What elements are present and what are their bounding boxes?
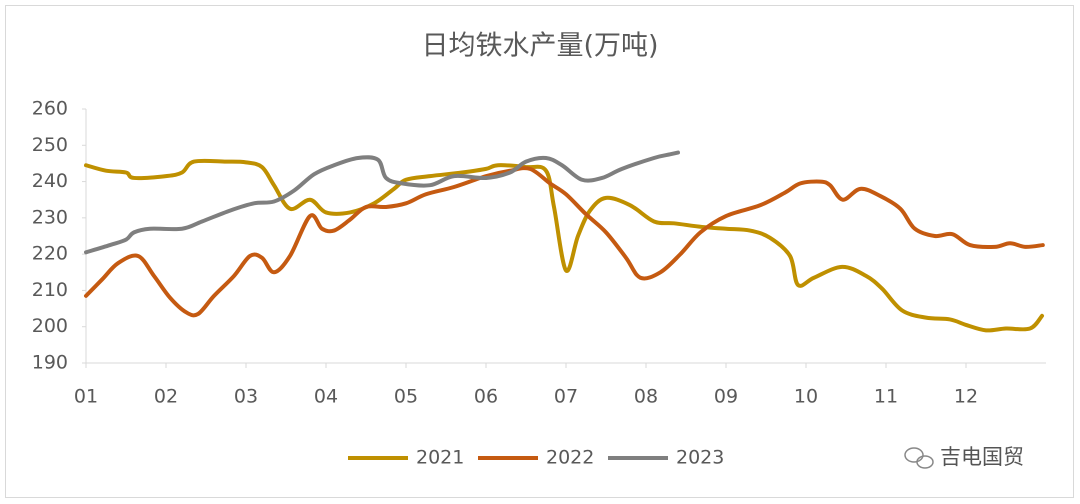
x-tick-label: 02 [154, 386, 178, 408]
x-tick-label: 06 [474, 386, 498, 408]
x-tick-label: 01 [74, 386, 98, 408]
x-tick-label: 07 [554, 386, 578, 408]
chart-frame [5, 5, 1074, 498]
y-tick-label: 220 [32, 243, 68, 265]
x-tick-label: 04 [314, 386, 338, 408]
series-line [84, 150, 680, 255]
x-tick-label: 09 [714, 386, 738, 408]
y-tick-label: 210 [32, 279, 68, 301]
y-tick-label: 200 [32, 315, 68, 337]
x-tick-label: 12 [954, 386, 978, 408]
x-tick-label: 03 [234, 386, 258, 408]
x-tick-label: 10 [794, 386, 818, 408]
watermark: 吉电国贸 [940, 445, 1024, 469]
y-tick-label: 240 [32, 170, 68, 192]
legend-label: 2023 [676, 447, 724, 469]
y-tick-label: 250 [32, 134, 68, 156]
y-tick-label: 190 [32, 352, 68, 374]
y-tick-label: 260 [32, 98, 68, 120]
x-tick-label: 05 [394, 386, 418, 408]
watermark-icon [904, 447, 934, 469]
legend-label: 2021 [416, 447, 464, 469]
series-line [84, 166, 1045, 318]
chart-title: 日均铁水产量(万吨) [421, 31, 658, 62]
series-line [84, 158, 1044, 333]
x-tick-label: 08 [634, 386, 658, 408]
y-tick-label: 230 [32, 206, 68, 228]
x-tick-label: 11 [874, 386, 898, 408]
legend-label: 2022 [546, 447, 594, 469]
